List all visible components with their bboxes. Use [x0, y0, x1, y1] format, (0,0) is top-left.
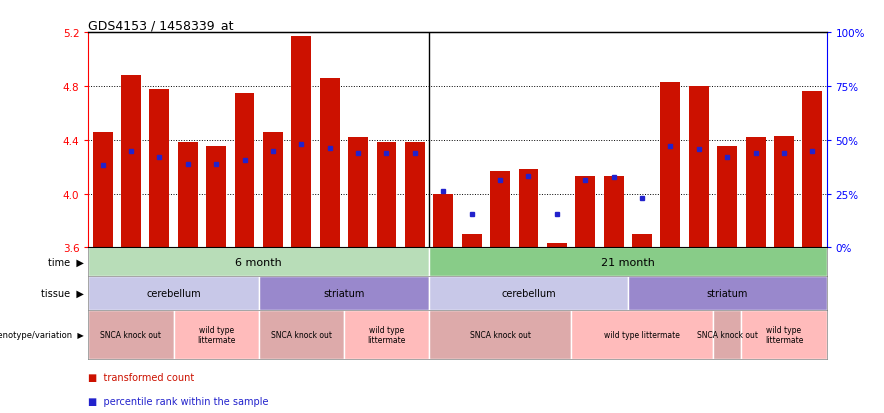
Bar	[234, 93, 255, 248]
Bar	[377, 143, 396, 248]
Text: time  ▶: time ▶	[48, 257, 84, 267]
Bar	[259, 310, 344, 359]
Bar	[206, 147, 226, 248]
Bar	[689, 87, 709, 248]
Bar	[575, 177, 595, 248]
Text: wild type littermate: wild type littermate	[604, 330, 680, 339]
Bar	[490, 171, 510, 248]
Text: wild type
littermate: wild type littermate	[765, 325, 804, 344]
Text: striatum: striatum	[706, 288, 748, 298]
Bar	[774, 136, 794, 248]
Bar	[519, 170, 538, 248]
Text: SNCA knock out: SNCA knock out	[101, 330, 162, 339]
Bar	[742, 310, 827, 359]
Bar	[348, 138, 368, 248]
Text: 21 month: 21 month	[601, 257, 655, 267]
Bar	[88, 248, 429, 277]
Bar	[604, 177, 623, 248]
Bar	[547, 244, 567, 248]
Text: genotype/variation  ▶: genotype/variation ▶	[0, 330, 84, 339]
Bar	[803, 92, 822, 248]
Bar	[88, 310, 173, 359]
Text: tissue  ▶: tissue ▶	[41, 288, 84, 298]
Bar	[178, 143, 198, 248]
Bar	[429, 277, 628, 310]
Text: ■  transformed count: ■ transformed count	[88, 372, 194, 382]
Text: ■  percentile rank within the sample: ■ percentile rank within the sample	[88, 396, 269, 406]
Bar	[717, 147, 737, 248]
Bar	[88, 277, 259, 310]
Bar	[320, 79, 339, 248]
Text: SNCA knock out: SNCA knock out	[271, 330, 332, 339]
Text: 6 month: 6 month	[235, 257, 282, 267]
Text: striatum: striatum	[324, 288, 364, 298]
Bar	[93, 133, 112, 248]
Bar	[713, 310, 742, 359]
Bar	[292, 37, 311, 248]
Bar	[405, 143, 425, 248]
Bar	[263, 133, 283, 248]
Bar	[121, 76, 141, 248]
Bar	[344, 310, 429, 359]
Bar	[149, 90, 170, 248]
Bar	[429, 310, 571, 359]
Bar	[660, 83, 681, 248]
Text: wild type
littermate: wild type littermate	[368, 325, 406, 344]
Text: cerebellum: cerebellum	[146, 288, 201, 298]
Text: SNCA knock out: SNCA knock out	[469, 330, 530, 339]
Bar	[429, 248, 827, 277]
Bar	[628, 277, 827, 310]
Bar	[745, 138, 766, 248]
Bar	[259, 277, 429, 310]
Bar	[571, 310, 713, 359]
Text: wild type
littermate: wild type littermate	[197, 325, 235, 344]
Bar	[433, 194, 453, 248]
Bar	[461, 235, 482, 248]
Text: GDS4153 / 1458339_at: GDS4153 / 1458339_at	[88, 19, 234, 32]
Bar	[173, 310, 259, 359]
Text: cerebellum: cerebellum	[501, 288, 556, 298]
Bar	[632, 235, 652, 248]
Text: SNCA knock out: SNCA knock out	[697, 330, 758, 339]
